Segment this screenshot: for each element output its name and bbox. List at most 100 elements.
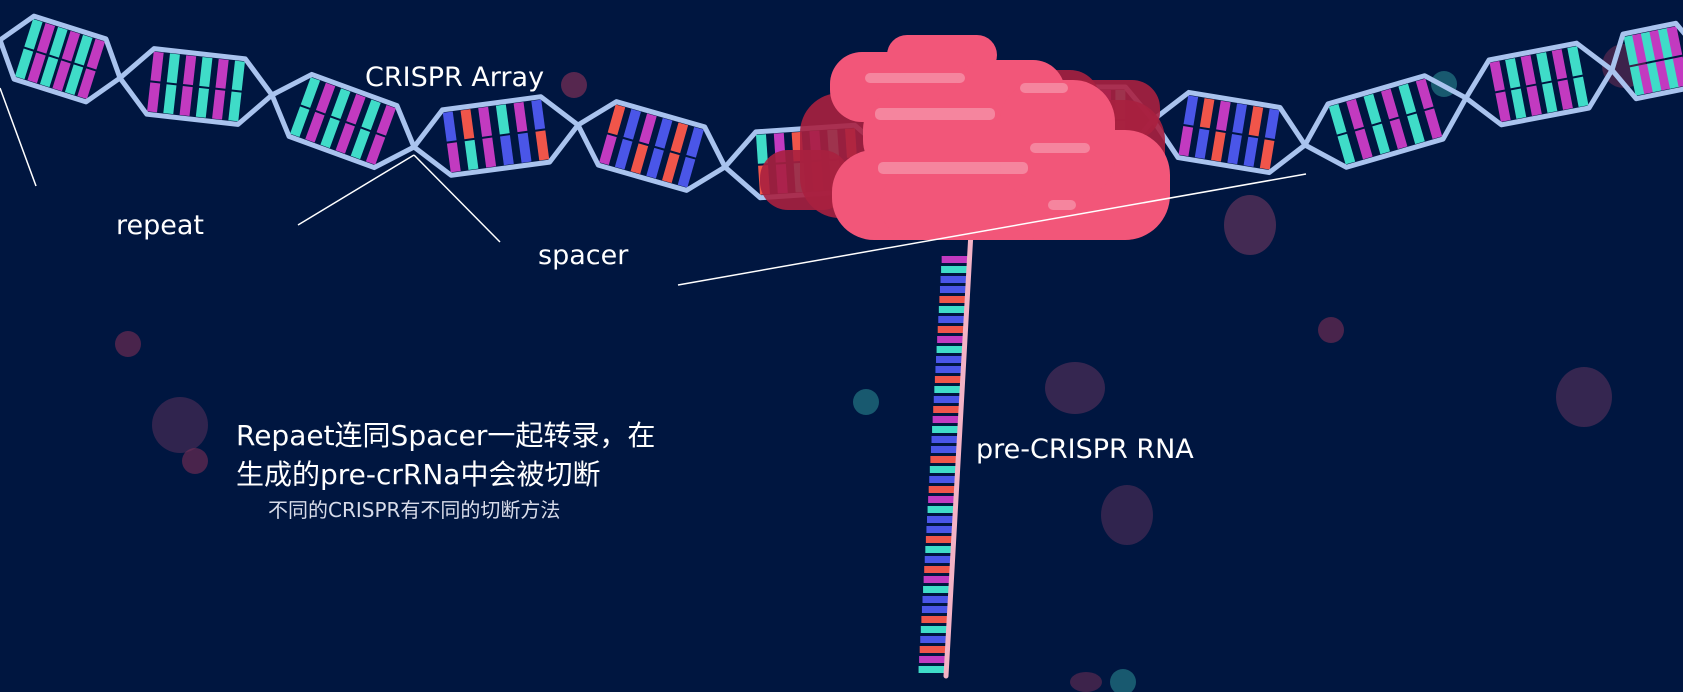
base-pair <box>346 93 366 125</box>
background-particle <box>1045 362 1105 414</box>
rna-base <box>920 626 947 633</box>
rna-base <box>924 556 951 563</box>
base-pair <box>14 48 34 80</box>
base-pair <box>442 111 457 142</box>
helix-backbone <box>270 71 417 148</box>
helix-backbone <box>412 94 580 149</box>
base-pair <box>464 139 479 170</box>
base-pair <box>1647 61 1663 93</box>
base-pair <box>1248 106 1264 137</box>
helix-backbone <box>1463 40 1614 100</box>
rna-base <box>929 476 956 483</box>
base-pair <box>1227 134 1242 165</box>
base-pair <box>1264 108 1280 140</box>
rna-base <box>937 336 964 343</box>
base-pair <box>77 68 96 100</box>
base-pair <box>1623 35 1640 66</box>
rna-base <box>939 296 966 303</box>
rna-base <box>933 406 960 413</box>
rna-base <box>923 586 950 593</box>
rna-base <box>918 666 945 673</box>
base-pair <box>1666 26 1683 57</box>
polymerase-body <box>887 35 997 75</box>
base-pair <box>331 88 351 120</box>
base-pair <box>52 60 71 92</box>
helix-segment <box>1302 73 1469 170</box>
base-pair <box>535 130 550 161</box>
background-particle <box>1224 195 1276 255</box>
rna-base <box>927 506 954 513</box>
rna-base <box>925 546 952 553</box>
base-pair <box>365 134 386 165</box>
base-pair <box>614 138 633 170</box>
base-pair <box>478 106 492 137</box>
rna-base <box>936 346 963 353</box>
rna-base <box>927 516 954 523</box>
base-pair <box>670 122 689 154</box>
helix-segment <box>1609 20 1683 102</box>
base-pair <box>1407 113 1425 145</box>
rna-base <box>936 356 963 363</box>
rna-base <box>938 306 965 313</box>
rna-base <box>924 566 951 573</box>
rna-base <box>919 646 946 653</box>
base-pair <box>677 156 696 188</box>
base-pair <box>1178 125 1194 157</box>
base-pair <box>1638 63 1655 95</box>
base-pair <box>179 86 193 116</box>
base-pair <box>1664 58 1680 89</box>
base-pair <box>639 113 657 145</box>
base-pair <box>166 53 180 84</box>
pre-crispr-rna-label: pre-CRISPR RNA <box>976 434 1194 465</box>
rna-base <box>934 376 961 383</box>
rna-base <box>921 606 948 613</box>
base-pair <box>36 22 56 54</box>
spacer-label: spacer <box>538 240 629 271</box>
rna-backbone <box>943 229 974 679</box>
base-pair <box>513 102 528 133</box>
rna-base <box>941 256 968 263</box>
helix-backbone <box>1150 118 1307 176</box>
base-pair <box>1372 123 1391 155</box>
rna-base <box>930 456 957 463</box>
base-pair <box>1194 128 1210 159</box>
background-particle <box>152 397 208 453</box>
base-pair <box>623 109 641 140</box>
base-pair <box>531 99 546 130</box>
background-particle <box>1110 669 1136 692</box>
rna-strand-icon <box>918 229 974 679</box>
base-pair <box>64 64 84 96</box>
base-pair <box>1259 139 1275 170</box>
base-pair <box>74 34 93 66</box>
base-pair <box>1536 52 1552 83</box>
base-pair <box>305 111 325 143</box>
helix-backbone <box>1609 20 1683 71</box>
helix-backbone <box>576 99 728 169</box>
helix-segment <box>269 71 417 171</box>
base-pair <box>1672 56 1683 87</box>
rna-base <box>937 326 964 333</box>
rna-base <box>932 416 959 423</box>
base-pair <box>686 127 704 158</box>
rna-base <box>930 446 957 453</box>
rna-base <box>923 576 950 583</box>
base-pair <box>300 77 321 108</box>
base-pair <box>654 118 673 149</box>
base-pair <box>315 82 336 114</box>
polymerase-highlight <box>1048 200 1076 210</box>
base-pair <box>150 51 164 82</box>
helix-backbone <box>269 94 416 171</box>
base-pair <box>27 52 46 84</box>
helix-backbone <box>575 123 727 193</box>
base-pair <box>231 60 245 91</box>
rna-base <box>928 486 955 493</box>
base-pair <box>482 137 497 168</box>
base-pair <box>215 58 229 89</box>
base-pair <box>1542 82 1558 113</box>
rna-base <box>922 596 949 603</box>
base-pair <box>599 134 617 165</box>
pointer-line <box>413 154 501 243</box>
base-pair <box>199 57 213 87</box>
explanation-caption: Repaet连同Spacer一起转录，在 生成的pre-crRNa中会被切断 <box>236 416 655 494</box>
helix-backbone <box>0 39 122 105</box>
